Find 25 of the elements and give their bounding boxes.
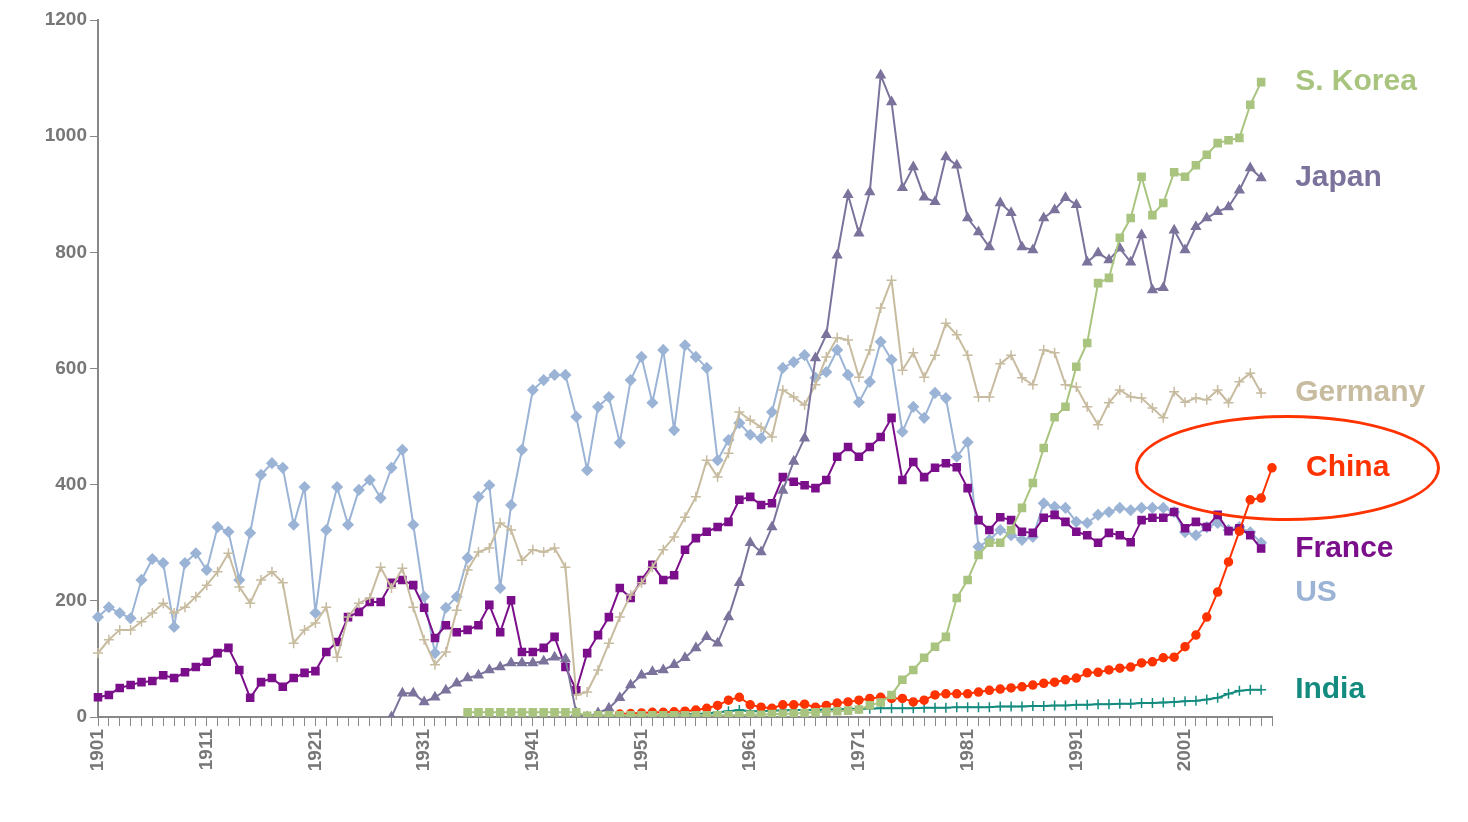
y-tick-label: 800 <box>55 240 87 262</box>
series-label: India <box>1295 670 1366 704</box>
y-tick-label: 600 <box>55 356 87 378</box>
x-tick-label: 2001 <box>1173 728 1195 772</box>
series-label: China <box>1306 449 1390 483</box>
x-tick-label: 1901 <box>86 728 108 772</box>
x-tick-label: 1981 <box>955 728 977 772</box>
y-tick-label: 400 <box>55 472 87 494</box>
x-tick-label: 1931 <box>412 728 434 772</box>
x-tick-label: 1921 <box>303 728 325 772</box>
x-tick-label: 1951 <box>629 728 651 772</box>
y-tick-label: 1200 <box>44 8 87 30</box>
x-tick-label: 1961 <box>738 728 760 772</box>
y-tick-label: 1000 <box>44 124 87 146</box>
series-label: US <box>1295 573 1337 607</box>
y-tick-label: 200 <box>55 589 87 611</box>
x-tick-label: 1941 <box>521 728 543 772</box>
y-tick-label: 0 <box>76 705 87 727</box>
series-label: France <box>1295 529 1394 563</box>
x-tick-label: 1991 <box>1064 728 1086 772</box>
series-label: Germany <box>1295 374 1426 408</box>
x-tick-label: 1971 <box>847 728 869 772</box>
series-label: S. Korea <box>1295 63 1418 97</box>
series-label: Japan <box>1295 159 1382 193</box>
x-tick-label: 1911 <box>194 728 216 771</box>
